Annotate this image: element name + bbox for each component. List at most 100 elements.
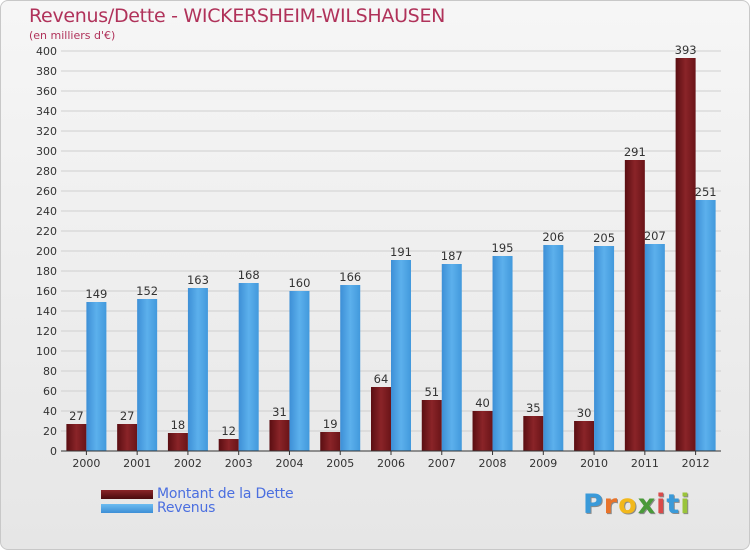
x-tick-label: 2000 — [72, 457, 100, 470]
y-tick-label: 240 — [36, 205, 57, 218]
logo-letter: o — [618, 489, 638, 520]
bar-debt-2001 — [117, 424, 138, 451]
value-label-revenue-2006: 191 — [390, 245, 412, 259]
value-label-debt-2001: 27 — [120, 409, 135, 423]
value-label-revenue-2003: 168 — [238, 268, 260, 282]
bar-revenue-2002 — [187, 288, 208, 451]
bar-revenue-2010 — [594, 246, 615, 451]
y-axis-ticks: 0 20 40 60 80 100 120 140 160 180 200 220 240 260 280 3… — [36, 45, 57, 458]
value-label-revenue-2004: 160 — [288, 276, 310, 290]
bar-debt-2000 — [66, 424, 87, 451]
logo-letter: x — [637, 489, 657, 520]
bar-revenue-2006 — [391, 260, 411, 451]
bar-revenue-2001 — [137, 299, 158, 451]
value-label-debt-2011: 291 — [624, 145, 646, 159]
x-tick-label: 2001 — [123, 457, 151, 470]
bar-debt-2007 — [421, 400, 442, 451]
y-tick-label: 180 — [36, 265, 57, 278]
x-tick-label: 2005 — [326, 457, 354, 470]
legend-swatch-revenue — [101, 504, 153, 513]
x-tick-label: 2012 — [682, 457, 710, 470]
y-tick-label: 20 — [43, 425, 57, 438]
x-tick-label: 2011 — [631, 457, 659, 470]
x-tick-label: 2007 — [428, 457, 456, 470]
y-tick-label: 220 — [36, 225, 57, 238]
legend-swatch-debt — [101, 490, 153, 499]
y-tick-label: 380 — [36, 65, 57, 78]
value-label-debt-2007: 51 — [424, 385, 439, 399]
value-label-debt-2006: 64 — [374, 372, 389, 386]
bar-debt-2002 — [167, 433, 188, 451]
x-tick-label: 2002 — [174, 457, 202, 470]
logo-letter: i — [656, 489, 667, 520]
value-label-debt-2005: 19 — [323, 417, 338, 431]
bar-revenue-2004 — [289, 291, 310, 451]
y-tick-label: 160 — [36, 285, 57, 298]
y-tick-label: 360 — [36, 85, 57, 98]
x-tick-label: 2003 — [225, 457, 253, 470]
value-label-revenue-2000: 149 — [85, 287, 107, 301]
y-tick-label: 200 — [36, 245, 57, 258]
value-label-revenue-2012: 251 — [695, 185, 717, 199]
value-label-revenue-2009: 206 — [542, 230, 564, 244]
bar-revenue-2000 — [86, 302, 107, 451]
chart-subtitle: (en milliers d'€) — [29, 29, 116, 42]
bar-revenue-2012 — [695, 200, 716, 451]
x-tick-label: 2009 — [529, 457, 557, 470]
value-label-debt-2008: 40 — [475, 396, 490, 410]
logo-letter: r — [603, 489, 619, 520]
value-label-debt-2000: 27 — [69, 409, 84, 423]
value-label-revenue-2001: 152 — [136, 284, 158, 298]
value-label-revenue-2010: 205 — [593, 231, 615, 245]
value-label-revenue-2002: 163 — [187, 273, 209, 287]
bar-revenue-2009 — [543, 245, 564, 451]
bars: 27 149 27 152 18 163 12 168 31 160 19 166 64 191 51 187… — [66, 43, 717, 451]
chart-title: Revenus/Dette - WICKERSHEIM-WILSHAUSEN — [29, 5, 446, 27]
logo-letter: P — [583, 489, 604, 520]
y-tick-label: 280 — [36, 165, 57, 178]
value-label-debt-2012: 393 — [675, 43, 697, 57]
y-tick-label: 340 — [36, 105, 57, 118]
y-tick-label: 260 — [36, 185, 57, 198]
legend-label-revenue: Revenus — [157, 500, 216, 516]
bar-debt-2005 — [320, 432, 341, 451]
bar-revenue-2008 — [492, 256, 513, 451]
x-tick-label: 2010 — [580, 457, 608, 470]
y-tick-label: 60 — [43, 385, 57, 398]
bar-revenue-2003 — [238, 283, 259, 451]
logo-letter: t — [666, 489, 681, 520]
legend-label-debt: Montant de la Dette — [157, 486, 294, 502]
bar-revenue-2007 — [441, 264, 462, 451]
bar-debt-2012 — [675, 58, 696, 451]
y-tick-label: 120 — [36, 325, 57, 338]
value-label-revenue-2011: 207 — [644, 229, 666, 243]
y-tick-label: 0 — [50, 445, 57, 458]
y-tick-label: 80 — [43, 365, 57, 378]
y-tick-label: 100 — [36, 345, 57, 358]
y-tick-label: 320 — [36, 125, 57, 138]
y-tick-label: 400 — [36, 45, 57, 58]
bar-debt-2006 — [371, 387, 391, 451]
x-axis-labels: 2000 2001 2002 2003 2004 2005 2006 2007 2008 2009… — [72, 451, 710, 470]
value-label-revenue-2008: 195 — [492, 241, 514, 255]
y-tick-label: 300 — [36, 145, 57, 158]
y-tick-label: 40 — [43, 405, 57, 418]
x-tick-label: 2008 — [479, 457, 507, 470]
value-label-revenue-2007: 187 — [441, 249, 463, 263]
bar-revenue-2005 — [340, 285, 361, 451]
value-label-revenue-2005: 166 — [339, 270, 361, 284]
bar-debt-2011 — [624, 160, 645, 451]
value-label-debt-2004: 31 — [272, 405, 287, 419]
x-tick-label: 2004 — [275, 457, 303, 470]
bar-debt-2004 — [269, 420, 290, 451]
logo-letter: i — [680, 489, 691, 520]
bar-debt-2008 — [472, 411, 493, 451]
x-tick-label: 2006 — [377, 457, 405, 470]
bar-revenue-2011 — [644, 244, 665, 451]
bar-debt-2009 — [523, 416, 544, 451]
bar-debt-2003 — [218, 439, 239, 451]
value-label-debt-2010: 30 — [577, 406, 592, 420]
value-label-debt-2009: 35 — [526, 401, 541, 415]
